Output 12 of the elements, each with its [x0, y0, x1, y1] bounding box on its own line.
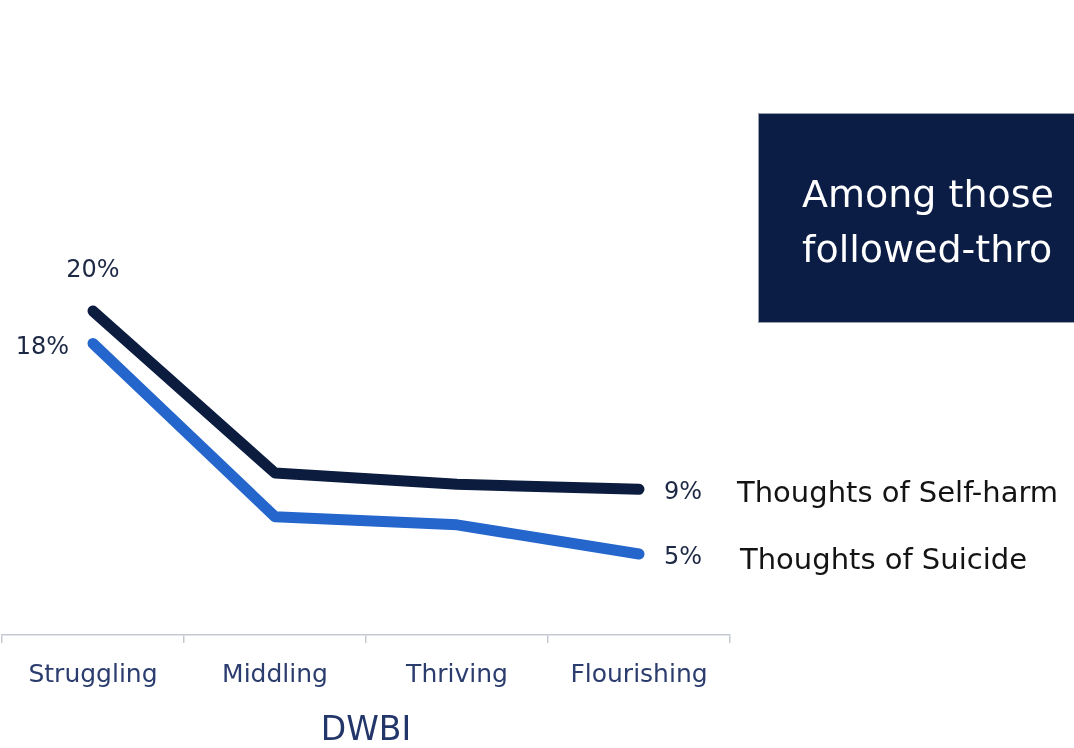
data-label: 5% — [664, 542, 703, 571]
text: Thoughts of Self-harm — [736, 474, 1059, 509]
text: Among those followed-thro — [802, 171, 1055, 273]
data-label: 18% — [15, 331, 69, 360]
x-tick-label: Flourishing — [570, 659, 708, 688]
data-label: 9% — [664, 477, 703, 506]
x-tick-label: Thriving — [405, 659, 508, 688]
x-tick-label: Struggling — [28, 659, 158, 688]
x-tick-label: Middling — [222, 659, 328, 688]
x-axis-title: DWBI — [320, 709, 412, 748]
text: Thoughts of Suicide — [739, 541, 1027, 576]
data-label: 20% — [66, 255, 120, 284]
